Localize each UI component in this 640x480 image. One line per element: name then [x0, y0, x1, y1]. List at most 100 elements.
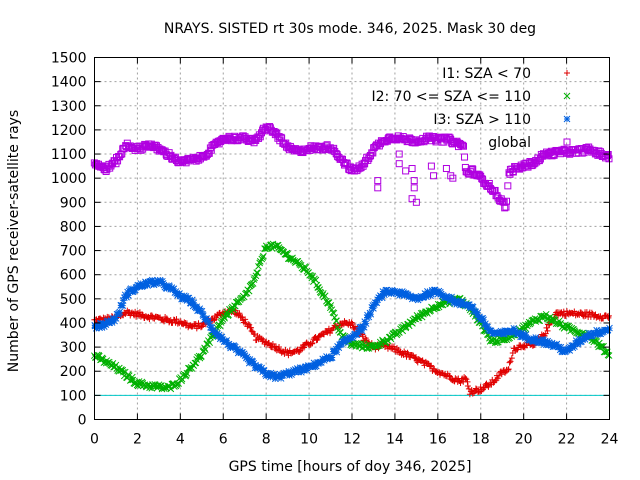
data-point [511, 327, 518, 334]
data-point [547, 317, 555, 325]
data-point [563, 323, 571, 330]
data-point [249, 280, 257, 287]
data-point [462, 375, 469, 382]
data-point [537, 339, 545, 347]
data-point [276, 344, 283, 351]
data-point [256, 133, 264, 141]
data-point [448, 293, 455, 301]
x-tick-label: 2 [133, 432, 142, 448]
data-point [593, 326, 601, 334]
data-point [223, 337, 231, 344]
data-point [461, 153, 469, 161]
data-point [314, 336, 321, 343]
data-point [507, 358, 514, 365]
x-tick-label: 16 [429, 432, 447, 448]
data-point [230, 306, 237, 314]
data-point [465, 301, 473, 308]
data-point [458, 141, 466, 149]
data-point [474, 309, 482, 317]
data-point [390, 343, 397, 350]
data-point [374, 177, 382, 185]
legend-marker [564, 70, 570, 76]
data-point [197, 324, 204, 331]
data-point [252, 361, 259, 369]
data-point [159, 277, 166, 285]
data-point [201, 344, 208, 352]
data-point [126, 377, 134, 384]
data-point [190, 299, 198, 307]
data-point [309, 272, 316, 280]
data-point [254, 364, 261, 372]
x-tick-label: 8 [262, 432, 271, 448]
data-point [277, 375, 285, 382]
data-point [191, 359, 199, 367]
y-tick-label: 100 [60, 388, 87, 404]
legend-label: global [488, 135, 531, 151]
data-point [472, 385, 479, 392]
data-point [510, 324, 518, 332]
data-point [395, 150, 403, 158]
data-point [198, 307, 206, 315]
data-point [395, 160, 403, 168]
data-point [199, 311, 207, 318]
data-point [206, 320, 214, 328]
data-point [378, 294, 386, 302]
y-tick-label: 700 [60, 244, 87, 260]
data-point [242, 316, 249, 323]
data-point [245, 321, 252, 328]
x-tick-label: 24 [601, 432, 619, 448]
data-point [545, 339, 553, 346]
data-point [208, 324, 215, 332]
y-tick-label: 900 [60, 195, 87, 211]
data-point [410, 184, 418, 192]
data-point [333, 348, 341, 356]
data-point [331, 314, 338, 321]
data-point [317, 359, 325, 366]
data-point [321, 292, 329, 300]
axis-ticks: 0 2 4 6 8 10 12 14 16 18 20 22 240100200300400500600… [51, 51, 619, 448]
data-point [427, 162, 435, 170]
data-point [324, 329, 331, 336]
data-point [501, 204, 509, 212]
data-point [173, 316, 180, 323]
x-tick-label: 14 [386, 432, 404, 448]
data-point [404, 349, 411, 356]
data-point [206, 339, 214, 347]
data-point [193, 356, 200, 363]
x-tick-label: 12 [343, 432, 361, 448]
data-point [532, 334, 540, 341]
data-point [511, 328, 519, 336]
data-point [300, 344, 307, 351]
data-point [424, 287, 431, 295]
data-point [543, 324, 550, 331]
data-point [139, 311, 146, 318]
data-point [446, 372, 453, 379]
data-point [320, 357, 328, 364]
data-point [148, 312, 155, 319]
x-tick-label: 0 [90, 432, 99, 448]
data-point [141, 281, 148, 289]
y-tick-label: 1100 [51, 147, 87, 163]
data-point [231, 310, 238, 317]
data-point [195, 306, 203, 314]
data-point [480, 316, 487, 324]
data-point [428, 362, 435, 369]
data-point [373, 299, 381, 307]
data-point [362, 320, 370, 327]
data-point [203, 315, 211, 322]
data-point [275, 373, 283, 381]
y-tick-label: 300 [60, 340, 87, 356]
data-point [557, 310, 564, 317]
data-point [449, 296, 457, 303]
data-point [246, 321, 253, 328]
data-point [232, 298, 240, 306]
data-point [294, 257, 302, 265]
data-point [168, 284, 176, 291]
data-point [321, 331, 328, 338]
data-point [506, 359, 513, 366]
data-point [248, 324, 255, 331]
data-point [201, 346, 209, 353]
data-point [288, 369, 296, 377]
data-point [503, 197, 511, 205]
